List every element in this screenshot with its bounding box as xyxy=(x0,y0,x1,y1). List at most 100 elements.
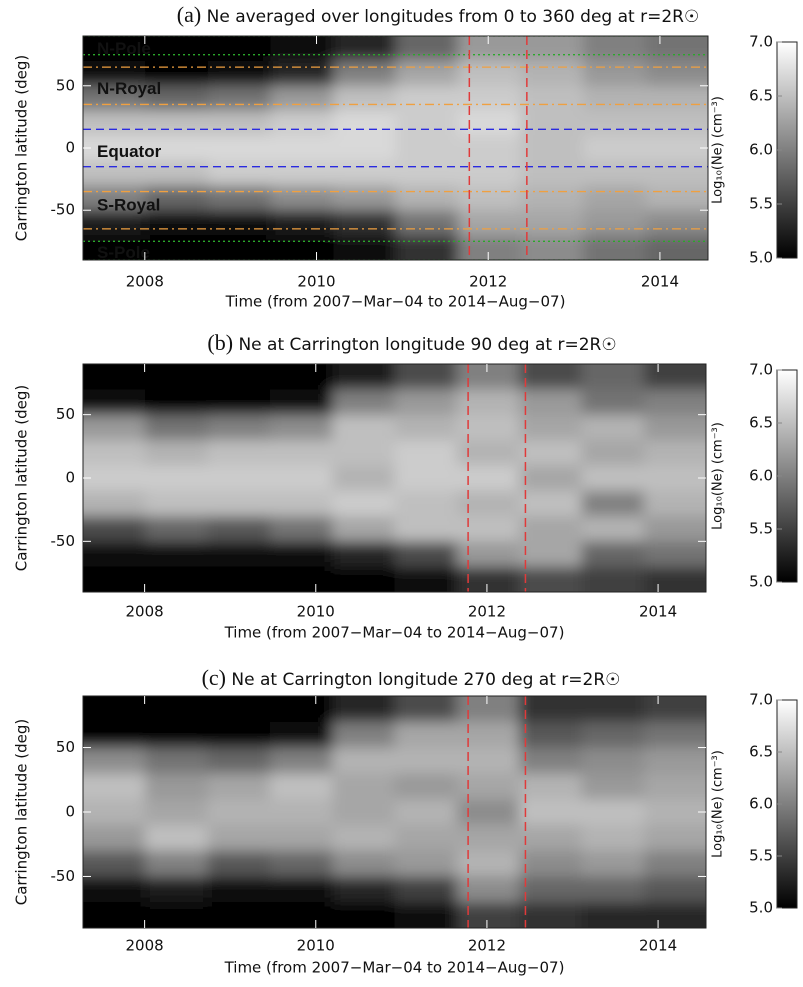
heatmap-cell xyxy=(395,210,459,236)
heatmap-cell xyxy=(581,566,645,592)
heatmap-cell xyxy=(395,110,459,137)
heatmap-cell xyxy=(145,389,209,416)
heatmap-cell xyxy=(332,747,395,774)
heatmap-cell xyxy=(581,541,645,568)
heatmap-cell xyxy=(270,135,334,161)
heatmap-cell xyxy=(83,440,146,466)
y-tick-label: 50 xyxy=(56,76,75,94)
heatmap-cell xyxy=(395,160,459,186)
colorbar-label: Log₁₀(Ne) (cm⁻³) xyxy=(711,750,726,858)
heatmap-cell xyxy=(332,364,395,390)
heatmap-cell xyxy=(207,160,272,186)
heatmap-cell xyxy=(456,440,520,466)
heatmap-cell xyxy=(457,110,521,137)
heatmap-cell xyxy=(145,747,209,774)
colorbar-tick-label: 6.0 xyxy=(749,467,773,485)
panel: N-Pole N-Royal Equator S-Royal S-Pole 2008 201… xyxy=(13,2,798,311)
heatmap-cell xyxy=(583,60,647,87)
heatmap-cell xyxy=(83,696,146,723)
heatmap-cell xyxy=(643,541,706,568)
colorbar-tick-label: 6.5 xyxy=(749,414,773,432)
heatmap xyxy=(83,696,706,928)
heatmap-cell xyxy=(395,60,459,87)
heatmap-cell xyxy=(520,60,584,87)
x-tick-label: 2012 xyxy=(468,603,506,621)
heatmap-cell xyxy=(456,364,520,390)
heatmap-cell xyxy=(395,85,459,112)
heatmap-cell xyxy=(456,721,520,749)
colorbar-label: Log₁₀(Ne) (cm⁻³) xyxy=(711,422,726,530)
x-tick-label: 2014 xyxy=(639,937,677,955)
heatmap-cell xyxy=(643,902,706,928)
heatmap-cell xyxy=(83,876,146,903)
heatmap-cell xyxy=(332,541,395,568)
heatmap-cell xyxy=(269,516,333,542)
heatmap-cell xyxy=(520,210,584,236)
x-tick-label: 2010 xyxy=(297,937,335,955)
heatmap-cell xyxy=(519,747,582,774)
heatmap-cell xyxy=(270,160,334,186)
x-tick-label: 2008 xyxy=(126,603,164,621)
heatmap-cell xyxy=(643,824,706,852)
heatmap-cell xyxy=(581,747,645,774)
heatmap-cell xyxy=(83,747,146,774)
x-axis-label: Time (from 2007−Mar−04 to 2014−Aug−07) xyxy=(224,959,565,977)
heatmap-cell xyxy=(583,185,647,211)
heatmap-cell xyxy=(581,799,645,826)
heatmap-cell xyxy=(456,414,520,441)
heatmap-cell xyxy=(457,135,521,161)
heatmap-cell xyxy=(145,876,209,903)
x-tick-label: 2008 xyxy=(126,273,164,291)
heatmap-cell xyxy=(145,541,209,568)
heatmap-cell xyxy=(207,85,272,112)
heatmap-cell xyxy=(207,773,271,800)
heatmap-cell xyxy=(520,235,584,260)
heatmap-cell xyxy=(581,696,645,723)
heatmap-cell xyxy=(270,185,334,211)
region-label: N-Pole xyxy=(97,39,151,58)
heatmap-cell xyxy=(83,389,146,416)
heatmap-cell xyxy=(520,85,584,112)
colorbar-tick-label: 5.5 xyxy=(749,847,773,865)
colorbar-tick-label: 6.0 xyxy=(749,795,773,813)
heatmap-cell xyxy=(145,210,209,236)
heatmap-cell xyxy=(145,721,209,749)
heatmap-cell xyxy=(145,440,209,466)
heatmap-cell xyxy=(456,566,520,592)
heatmap-cell xyxy=(394,490,458,517)
heatmap-cell xyxy=(207,850,271,877)
heatmap-cell xyxy=(581,414,645,441)
heatmap-cell xyxy=(145,135,209,161)
heatmap-cell xyxy=(145,490,209,517)
region-label: S-Royal xyxy=(97,196,160,215)
heatmap-cell xyxy=(456,696,520,723)
heatmap-cell xyxy=(394,465,458,492)
heatmap-cell xyxy=(270,210,334,236)
heatmap-cell xyxy=(519,696,582,723)
heatmap-cell xyxy=(333,210,396,236)
heatmap-cell xyxy=(83,160,146,186)
heatmap xyxy=(83,36,708,260)
x-axis-label: Time (from 2007−Mar−04 to 2014−Aug−07) xyxy=(224,624,565,642)
heatmap-cell xyxy=(643,721,706,749)
heatmap-cells xyxy=(83,36,708,260)
y-tick-label: 50 xyxy=(56,405,75,423)
heatmap-cell xyxy=(83,110,146,137)
region-label: S-Pole xyxy=(97,243,150,262)
heatmap-cell xyxy=(456,747,520,774)
heatmap-cell xyxy=(394,773,458,800)
heatmap-cell xyxy=(332,389,395,416)
colorbar-tick-label: 7.0 xyxy=(749,361,773,379)
heatmap-cell xyxy=(332,876,395,903)
panel: 2008 2010 2012 2014 -50 0 50 (b) Ne at Carringt… xyxy=(13,330,798,642)
heatmap-cell xyxy=(581,490,645,517)
heatmap-cell xyxy=(332,696,395,723)
heatmap-cell xyxy=(145,465,209,492)
heatmap-cell xyxy=(519,414,582,441)
heatmap-cell xyxy=(645,210,708,236)
heatmap-cell xyxy=(583,85,647,112)
heatmap-cell xyxy=(145,773,209,800)
heatmap-cell xyxy=(519,824,582,852)
heatmap-cell xyxy=(456,490,520,517)
heatmap-cell xyxy=(145,185,209,211)
